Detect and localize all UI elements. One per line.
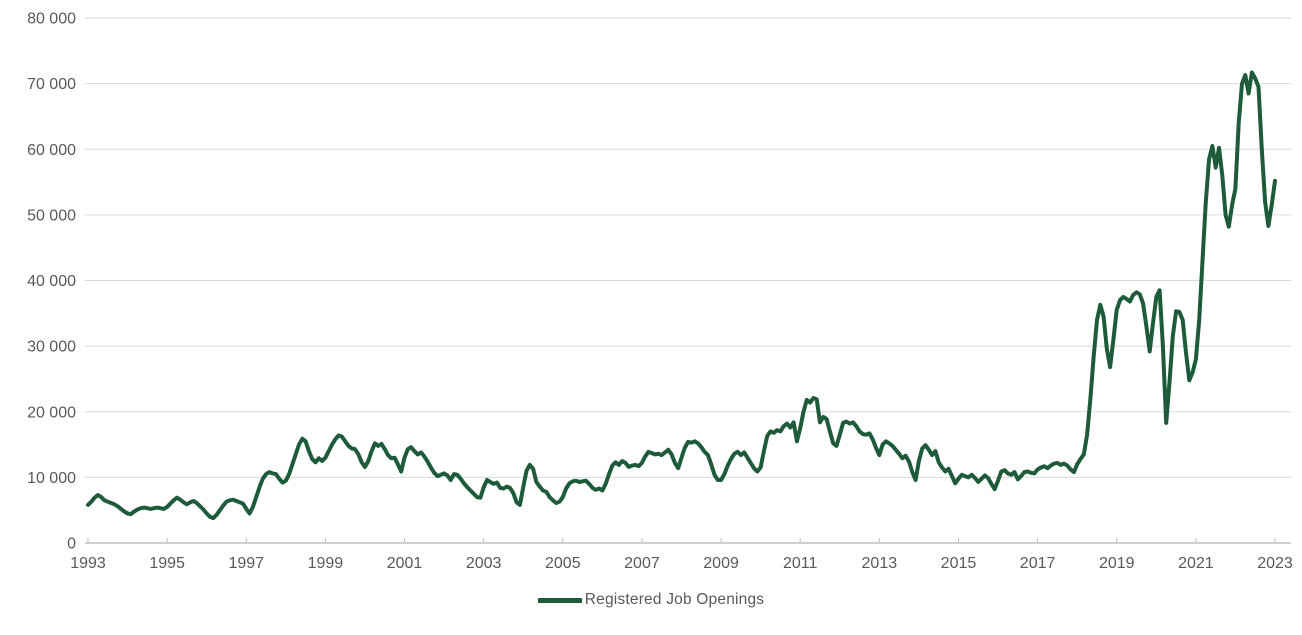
y-axis-label: 20 000: [27, 404, 76, 421]
y-axis-label: 70 000: [27, 76, 76, 93]
x-axis-label: 2005: [545, 555, 581, 572]
x-axis-label: 2023: [1257, 555, 1293, 572]
y-axis-label: 10 000: [27, 470, 76, 487]
x-axis-label: 2019: [1099, 555, 1135, 572]
x-axis-label: 2021: [1178, 555, 1214, 572]
x-axis-label: 2011: [783, 555, 818, 572]
x-axis-label: 2009: [703, 555, 739, 572]
plot-area: 0 10 000 20 000 30 000 40 000 50 000 60 000 70 …: [27, 11, 1293, 573]
x-axis-label: 2015: [941, 555, 977, 572]
y-axis-label: 80 000: [27, 11, 76, 28]
y-axis-label: 60 000: [27, 142, 76, 159]
x-axis-label: 1993: [70, 555, 106, 572]
y-axis-label: 30 000: [27, 339, 76, 356]
x-axis-label: 1995: [149, 555, 185, 572]
x-axis-label: 1999: [308, 555, 344, 572]
x-axis-label: 2007: [624, 555, 660, 572]
legend-line-marker: [537, 597, 582, 603]
x-axis-label: 1997: [228, 555, 264, 572]
x-axis-label: 2013: [862, 555, 898, 572]
y-axis-label: 40 000: [27, 273, 76, 290]
x-axis-label: 2017: [1020, 555, 1056, 572]
legend-label: Registered Job Openings: [584, 591, 765, 608]
x-axis-label: 2003: [466, 555, 502, 572]
x-axis-label: 2001: [387, 555, 423, 572]
y-axis-label: 50 000: [27, 207, 76, 224]
series-line: [86, 70, 1277, 521]
y-axis-label: 0: [67, 536, 76, 553]
legend: Registered Job Openings: [0, 591, 1302, 609]
